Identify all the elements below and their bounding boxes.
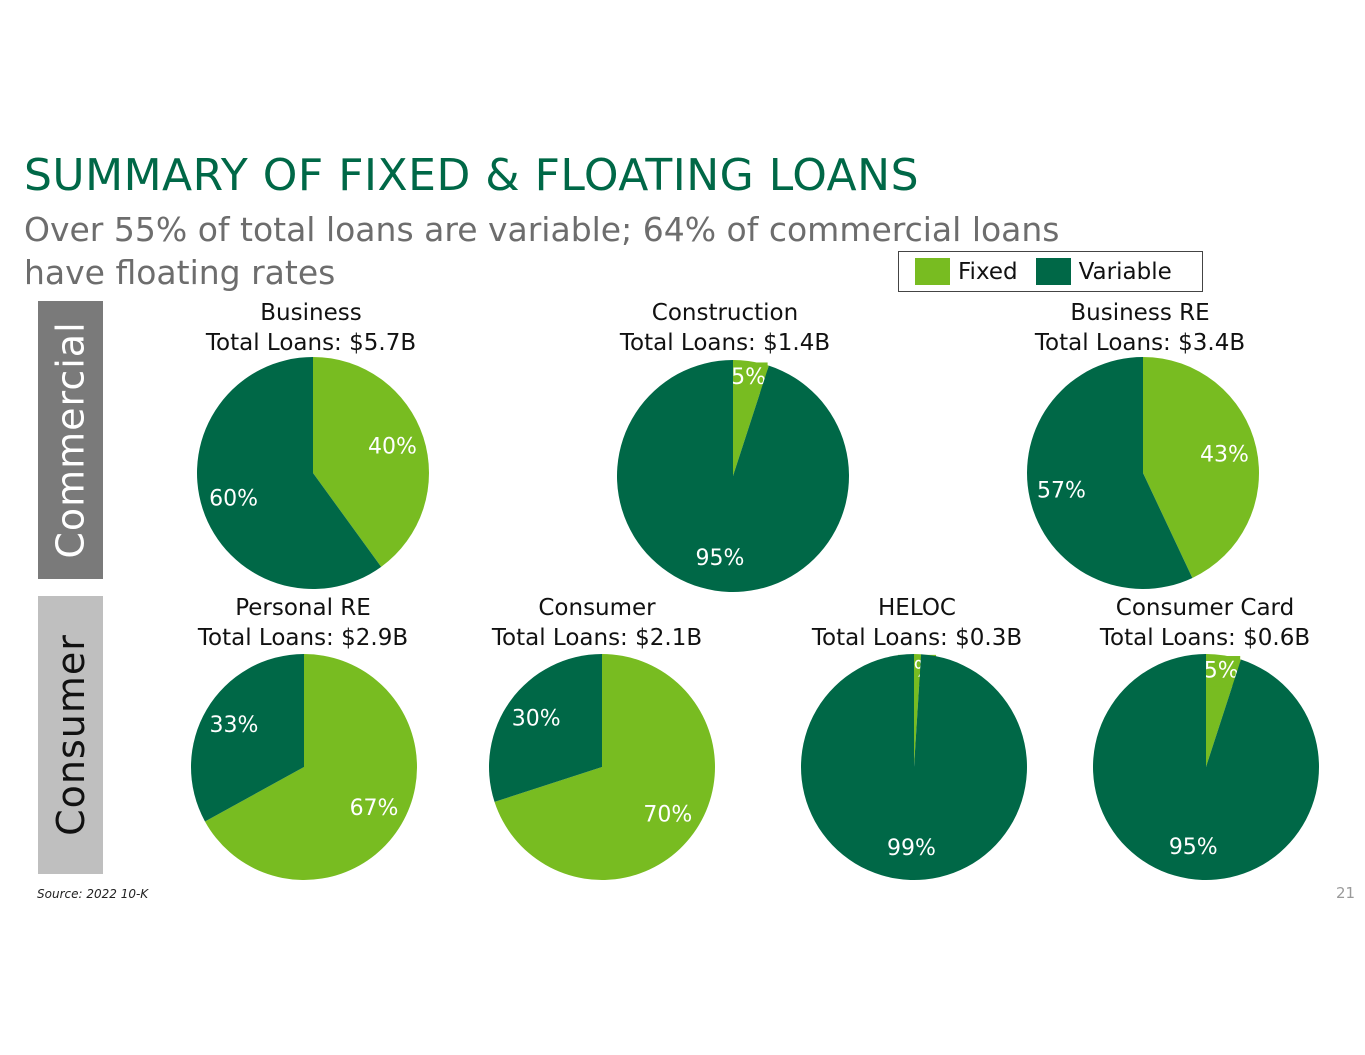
pie-chart-consumer: 70% 30%	[489, 654, 715, 880]
pie-chart-heloc: 1%99%	[801, 654, 1027, 880]
pie-title-business: Business Total Loans: $5.7B	[171, 298, 451, 358]
pie-label-variable: 99%	[887, 836, 936, 861]
chart-legend: Fixed Variable	[898, 251, 1203, 292]
pie-slice-variable	[191, 654, 304, 822]
pie-total: Total Loans: $1.4B	[619, 330, 831, 356]
pie-label-fixed: 43%	[1200, 442, 1249, 467]
pie-chart-business-re: 43% 57%	[1027, 357, 1259, 589]
legend-item-fixed: Fixed	[915, 258, 1018, 285]
legend-item-variable: Variable	[1035, 258, 1172, 285]
pie-name: Personal RE	[235, 595, 371, 621]
page-title: SUMMARY OF FIXED & FLOATING LOANS	[24, 150, 919, 201]
pie-label-fixed: 40%	[368, 435, 417, 460]
pie-slice-variable	[1093, 654, 1319, 880]
pie-title-business-re: Business RE Total Loans: $3.4B	[1000, 298, 1280, 358]
pie-total: Total Loans: $2.1B	[491, 625, 703, 651]
pie-label-variable: 95%	[1169, 835, 1218, 860]
pie-name: Consumer	[538, 595, 656, 621]
pie-label-fixed: 5%	[1204, 659, 1239, 684]
pie-slice-fixed	[204, 654, 417, 880]
pie-chart-personal-re: 67% 33%	[191, 654, 417, 880]
pie-title-consumer-card: Consumer Card Total Loans: $0.6B	[1065, 593, 1345, 653]
pie-title-consumer: Consumer Total Loans: $2.1B	[457, 593, 737, 653]
pie-label-variable: 30%	[512, 707, 561, 732]
pie-slice-variable	[196, 357, 382, 589]
pie-slice-fixed	[1143, 357, 1259, 578]
pie-label-variable: 95%	[695, 546, 744, 571]
pie-total: Total Loans: $0.3B	[811, 625, 1023, 651]
pie-slice-fixed	[313, 357, 429, 567]
pie-title-personal-re: Personal RE Total Loans: $2.9B	[163, 593, 443, 653]
pie-chart-business: 40% 60%	[196, 357, 429, 589]
pie-label-variable: 60%	[209, 486, 258, 511]
pie-label-fixed: 67%	[350, 796, 399, 821]
legend-label-variable: Variable	[1078, 258, 1172, 285]
pie-total: Total Loans: $0.6B	[1099, 625, 1311, 651]
page-number: 21	[1336, 884, 1356, 902]
pie-label-background	[1202, 656, 1241, 687]
pie-label-background	[729, 362, 768, 393]
pie-name: Construction	[651, 300, 799, 326]
pie-chart-consumer-card: 5% 95%	[1093, 654, 1319, 880]
pie-title-construction: Construction Total Loans: $1.4B	[585, 298, 865, 358]
pie-slice-variable	[801, 654, 1027, 880]
pie-name: HELOC	[878, 595, 956, 621]
pie-total: Total Loans: $5.7B	[205, 330, 417, 356]
legend-swatch-fixed	[915, 258, 950, 285]
source-note: Source: 2022 10-K	[37, 887, 149, 901]
pie-slice-variable	[1027, 357, 1193, 589]
pie-slice-variable	[617, 360, 849, 592]
pie-total: Total Loans: $2.9B	[197, 625, 409, 651]
commercial-section-label: Commercial	[48, 321, 93, 559]
pie-name: Business	[260, 300, 362, 326]
pie-slice-fixed	[494, 654, 715, 880]
consumer-section-band: Consumer	[38, 596, 103, 874]
pie-name: Consumer Card	[1115, 595, 1295, 621]
commercial-section-band: Commercial	[38, 301, 103, 579]
legend-label-fixed: Fixed	[958, 258, 1018, 285]
pie-title-heloc: HELOC Total Loans: $0.3B	[777, 593, 1057, 653]
pie-label-variable: 33%	[210, 713, 259, 738]
pie-chart-construction: 5% 95%	[617, 360, 849, 592]
page-subtitle: Over 55% of total loans are variable; 64…	[24, 210, 1060, 292]
pie-name: Business RE	[1070, 300, 1210, 326]
pie-slice-variable	[489, 654, 602, 802]
pie-label-fixed: 70%	[643, 802, 692, 827]
pie-total: Total Loans: $3.4B	[1034, 330, 1246, 356]
legend-swatch-variable	[1035, 258, 1071, 285]
consumer-section-label: Consumer	[48, 634, 93, 836]
pie-label-variable: 57%	[1037, 479, 1086, 504]
pie-label-fixed: 5%	[731, 365, 766, 390]
